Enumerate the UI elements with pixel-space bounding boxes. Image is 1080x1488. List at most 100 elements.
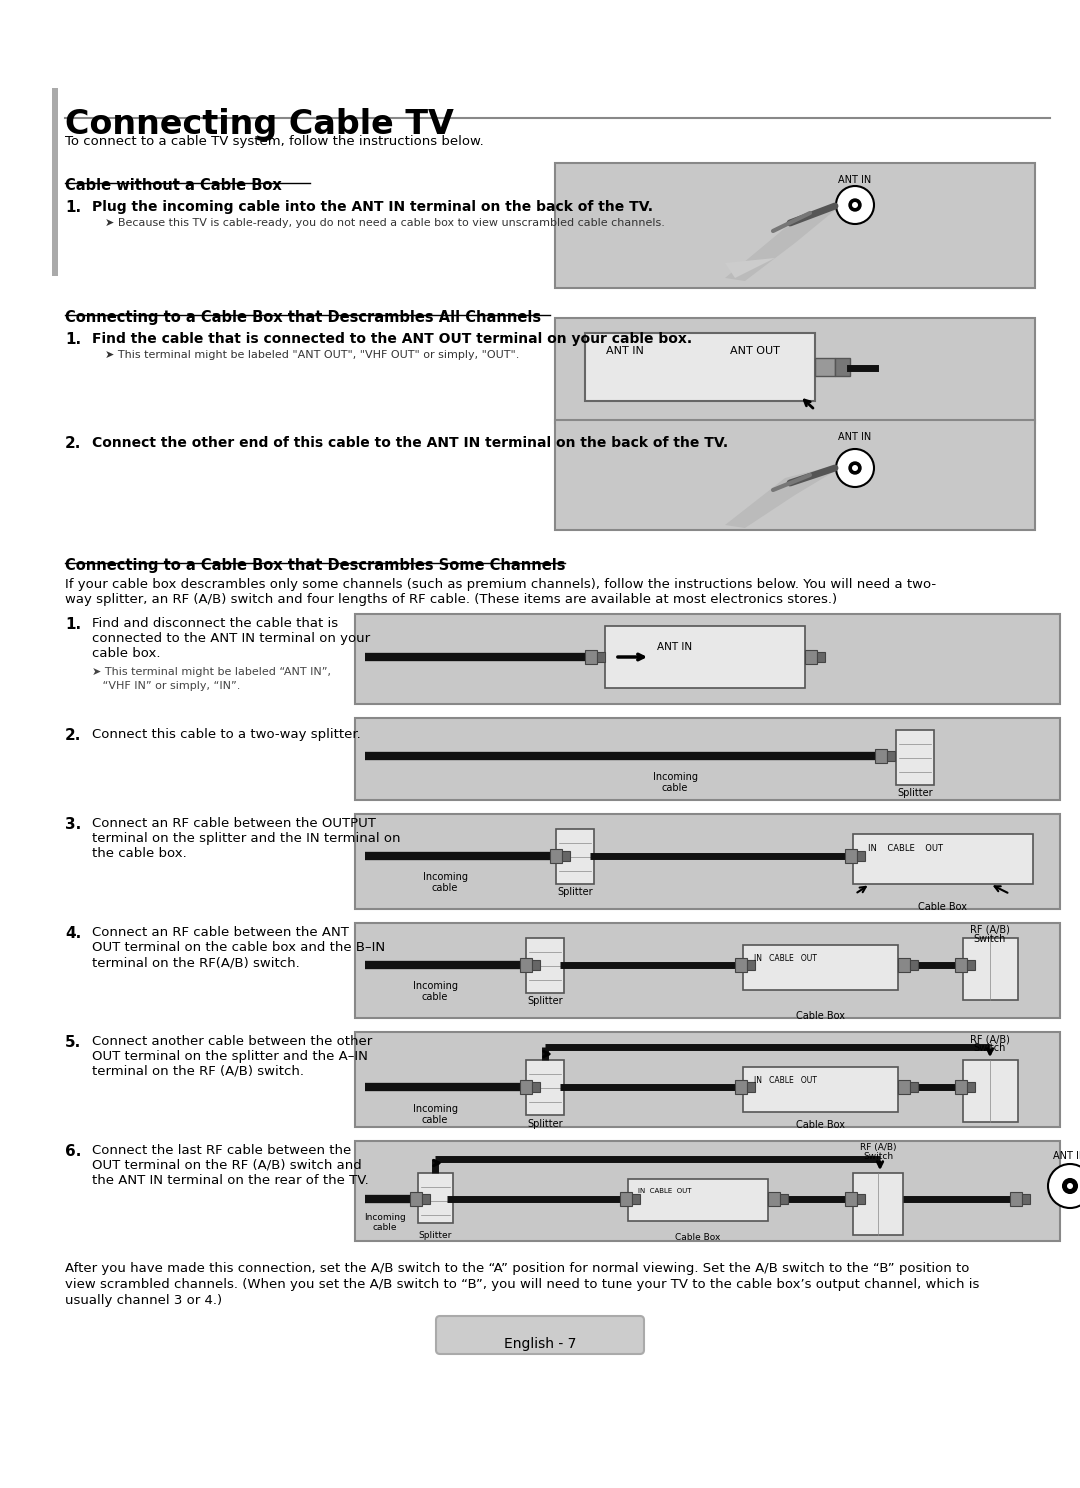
Circle shape (1067, 1183, 1074, 1189)
Text: cable: cable (422, 1115, 448, 1125)
Text: cable: cable (422, 992, 448, 1001)
Text: 5.: 5. (65, 1036, 81, 1051)
Bar (967, 960, 975, 970)
Bar (897, 958, 910, 972)
Text: 1.: 1. (65, 618, 81, 632)
Text: 2.: 2. (65, 436, 81, 451)
Text: cable: cable (373, 1223, 397, 1232)
Bar (963, 1059, 1018, 1122)
Text: 6.: 6. (65, 1144, 81, 1159)
Text: “VHF IN” or simply, “IN”.: “VHF IN” or simply, “IN”. (92, 682, 241, 690)
Text: Connect the last RF cable between the: Connect the last RF cable between the (92, 1144, 351, 1158)
Text: cable box.: cable box. (92, 647, 161, 661)
Text: Connect the other end of this cable to the ANT IN terminal on the back of the TV: Connect the other end of this cable to t… (92, 436, 728, 449)
Text: Connect an RF cable between the ANT: Connect an RF cable between the ANT (92, 926, 349, 939)
Bar (743, 945, 897, 990)
Bar (858, 851, 865, 862)
Text: Cable without a Cable Box: Cable without a Cable Box (65, 179, 282, 193)
Circle shape (1048, 1164, 1080, 1208)
Bar (875, 748, 887, 763)
Text: Incoming: Incoming (422, 872, 468, 882)
Circle shape (836, 186, 874, 225)
Bar (620, 1192, 632, 1205)
Text: Cable Box: Cable Box (918, 902, 968, 912)
Bar (747, 1082, 755, 1092)
Bar (519, 958, 532, 972)
Text: the cable box.: the cable box. (92, 847, 187, 860)
Bar (532, 960, 540, 970)
Text: 1.: 1. (65, 199, 81, 214)
Text: IN  CABLE  OUT: IN CABLE OUT (638, 1187, 692, 1193)
Bar (526, 937, 564, 992)
Text: terminal on the RF (A/B) switch.: terminal on the RF (A/B) switch. (92, 1065, 303, 1077)
Bar (550, 850, 562, 863)
Bar (816, 652, 825, 662)
Text: Splitter: Splitter (527, 995, 563, 1006)
Bar (835, 359, 850, 376)
Bar (562, 851, 570, 862)
Bar (632, 1193, 640, 1204)
Bar (410, 1192, 422, 1205)
Bar (585, 650, 597, 664)
Text: cable: cable (662, 783, 688, 793)
Bar (526, 1059, 564, 1115)
Text: Incoming: Incoming (364, 1213, 406, 1222)
Bar (896, 731, 934, 786)
Bar (805, 650, 816, 664)
Text: Connecting to a Cable Box that Descrambles All Channels: Connecting to a Cable Box that Descrambl… (65, 310, 541, 324)
Text: terminal on the splitter and the IN terminal on: terminal on the splitter and the IN term… (92, 832, 401, 845)
Bar (845, 850, 858, 863)
Bar (747, 960, 755, 970)
Text: If your cable box descrambles only some channels (such as premium channels), fol: If your cable box descrambles only some … (65, 577, 936, 591)
Bar (910, 1082, 918, 1092)
Bar (853, 833, 1032, 884)
Text: Splitter: Splitter (557, 887, 593, 897)
Bar (815, 359, 835, 376)
Bar (845, 1192, 858, 1205)
Text: Incoming: Incoming (652, 772, 698, 783)
Text: OUT terminal on the splitter and the A–IN: OUT terminal on the splitter and the A–I… (92, 1051, 368, 1062)
Text: usually channel 3 or 4.): usually channel 3 or 4.) (65, 1295, 222, 1306)
Circle shape (849, 461, 861, 475)
Bar (955, 1080, 967, 1094)
Text: cable: cable (432, 882, 458, 893)
Text: Connect an RF cable between the OUTPUT: Connect an RF cable between the OUTPUT (92, 817, 376, 830)
Text: To connect to a cable TV system, follow the instructions below.: To connect to a cable TV system, follow … (65, 135, 484, 147)
Text: Find the cable that is connected to the ANT OUT terminal on your cable box.: Find the cable that is connected to the … (92, 332, 692, 347)
Bar (355, 1033, 1059, 1126)
Bar (52, 88, 58, 275)
Bar (355, 719, 1059, 801)
Text: view scrambled channels. (When you set the A/B switch to “B”, you will need to t: view scrambled channels. (When you set t… (65, 1278, 980, 1292)
Text: RF (A/B): RF (A/B) (970, 1034, 1010, 1045)
Text: Splitter: Splitter (418, 1231, 451, 1240)
Text: connected to the ANT IN terminal on your: connected to the ANT IN terminal on your (92, 632, 370, 644)
Text: After you have made this connection, set the A/B switch to the “A” position for : After you have made this connection, set… (65, 1262, 970, 1275)
Text: RF (A/B): RF (A/B) (860, 1143, 896, 1152)
Bar (910, 960, 918, 970)
Bar (955, 958, 967, 972)
Polygon shape (725, 257, 775, 278)
Bar (743, 1067, 897, 1112)
Bar (556, 829, 594, 884)
Text: Connecting to a Cable Box that Descrambles Some Channels: Connecting to a Cable Box that Descrambl… (65, 558, 566, 573)
Bar (605, 626, 805, 687)
Text: 4.: 4. (65, 926, 81, 940)
Text: IN    CABLE    OUT: IN CABLE OUT (867, 844, 943, 853)
Bar (355, 615, 1059, 704)
Text: Connect this cable to a two-way splitter.: Connect this cable to a two-way splitter… (92, 728, 361, 741)
Bar (555, 164, 1035, 289)
Circle shape (836, 449, 874, 487)
Text: OUT terminal on the cable box and the B–IN: OUT terminal on the cable box and the B–… (92, 940, 386, 954)
Text: terminal on the RF(A/B) switch.: terminal on the RF(A/B) switch. (92, 955, 300, 969)
Text: ➤ This terminal might be labeled "ANT OUT", "VHF OUT" or simply, "OUT".: ➤ This terminal might be labeled "ANT OU… (105, 350, 519, 360)
Text: Cable Box: Cable Box (796, 1120, 845, 1129)
Bar (418, 1173, 453, 1223)
Bar (422, 1193, 430, 1204)
Circle shape (1063, 1178, 1077, 1193)
Polygon shape (725, 205, 840, 281)
Text: Plug the incoming cable into the ANT IN terminal on the back of the TV.: Plug the incoming cable into the ANT IN … (92, 199, 653, 214)
Bar (355, 1141, 1059, 1241)
Bar (597, 652, 605, 662)
Text: IN   CABLE   OUT: IN CABLE OUT (754, 954, 816, 963)
Text: ➤ Because this TV is cable-ready, you do not need a cable box to view unscramble: ➤ Because this TV is cable-ready, you do… (105, 219, 665, 228)
